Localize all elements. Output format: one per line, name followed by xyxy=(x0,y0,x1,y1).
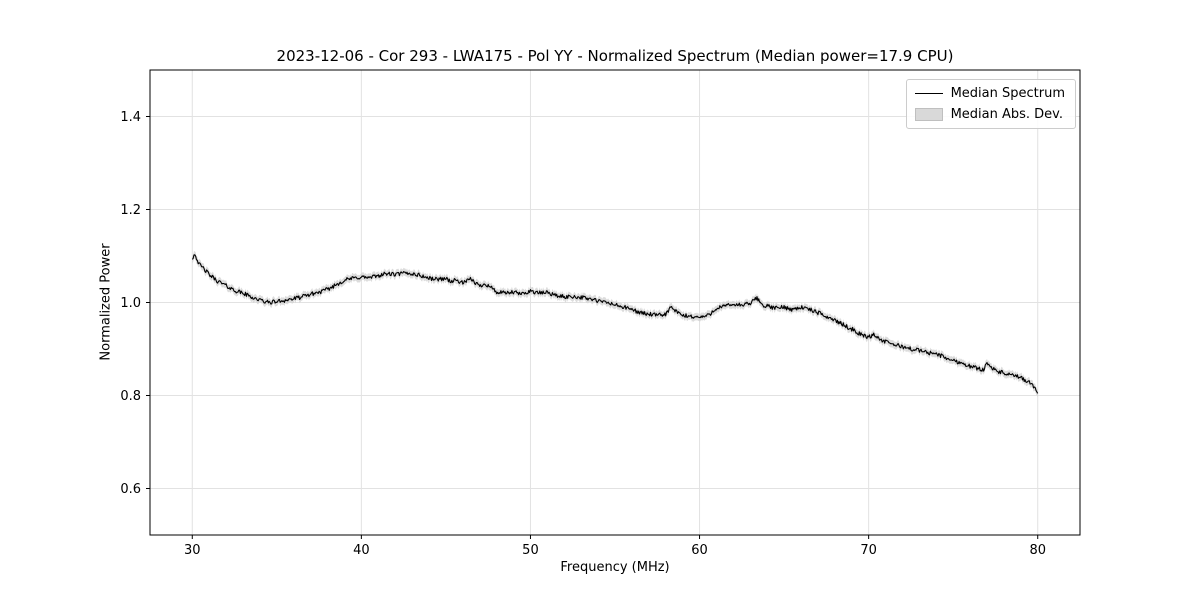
x-tick-label: 50 xyxy=(522,543,539,558)
legend-item-median-spectrum: Median Spectrum xyxy=(914,86,1065,101)
x-tick-label: 30 xyxy=(184,543,201,558)
legend-label-median-abs-dev: Median Abs. Dev. xyxy=(950,107,1064,122)
x-tick-label: 40 xyxy=(353,543,370,558)
y-tick-label: 0.6 xyxy=(120,482,141,497)
legend-item-median-abs-dev: Median Abs. Dev. xyxy=(914,107,1065,122)
x-axis-label: Frequency (MHz) xyxy=(560,560,670,575)
x-tick-label: 80 xyxy=(1029,543,1046,558)
y-axis-label: Normalized Power xyxy=(98,243,114,361)
legend-label-median-spectrum: Median Spectrum xyxy=(950,86,1065,101)
mad-band xyxy=(192,251,1038,398)
y-tick-label: 1.2 xyxy=(120,203,141,218)
band-sample-icon xyxy=(914,108,943,121)
median-spectrum-line xyxy=(191,254,1039,394)
line-sample-icon xyxy=(914,93,943,94)
y-tick-label: 0.8 xyxy=(120,389,141,404)
chart-title: 2023-12-06 - Cor 293 - LWA175 - Pol YY -… xyxy=(276,47,954,65)
y-tick-label: 1.4 xyxy=(120,110,141,125)
y-tick-label: 1.0 xyxy=(120,296,141,311)
x-tick-label: 60 xyxy=(691,543,708,558)
x-tick-label: 70 xyxy=(860,543,877,558)
legend: Median Spectrum Median Abs. Dev. xyxy=(905,79,1076,129)
